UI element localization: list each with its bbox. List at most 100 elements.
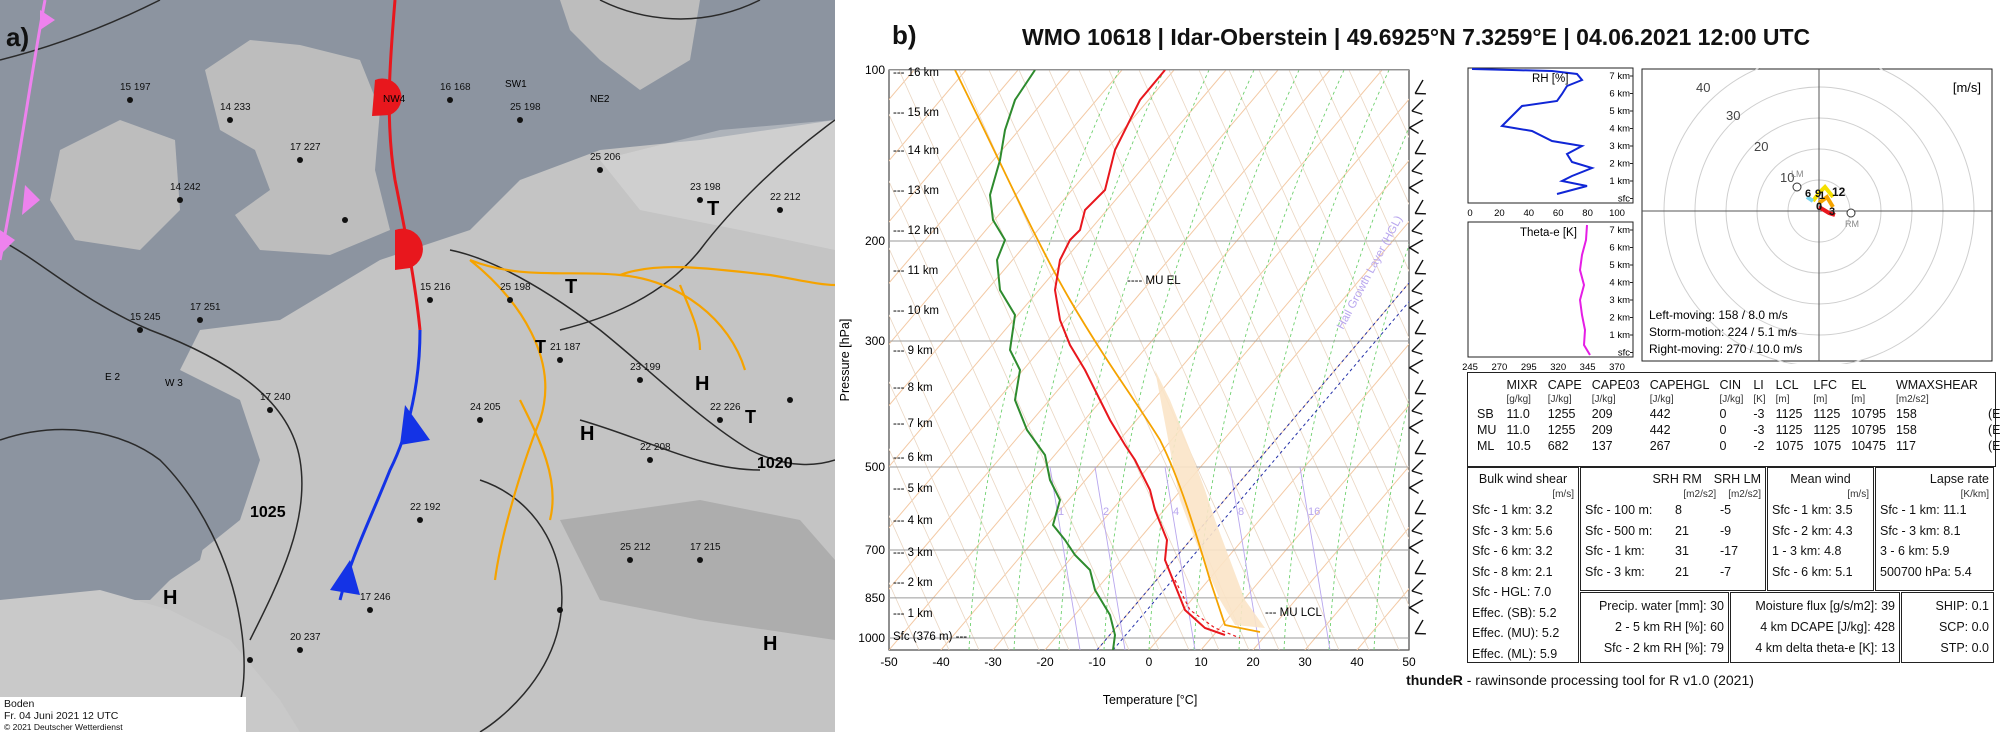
barb-shaft [1414, 139, 1424, 154]
bulk-shear-row: Effec. (MU): 5.2 [1472, 626, 1560, 640]
srh-lm-header: SRH LM [1713, 472, 1761, 486]
bay-of-biscay [0, 370, 220, 600]
virtual-temp-curve [1174, 579, 1241, 639]
station-numbers: 15 197 14 233 17 227 16 168 25 198 25 206 23 … [120, 82, 801, 643]
moisture-rows: Precip. water [mm]: 30 2 - 5 km RH [%]: 6… [1585, 596, 1724, 659]
legend-line: Fr. 04 Juni 2021 12 UTC [4, 709, 119, 722]
barb-flag [1409, 547, 1419, 555]
x-tick: 40 [1524, 208, 1535, 219]
barb-flag [1409, 187, 1419, 195]
srh-cell: 21 [1675, 564, 1689, 579]
dry-adiabat [1198, 70, 1409, 540]
barb-flag [1409, 307, 1419, 315]
table-cell: 1075 [1775, 439, 1804, 453]
occluded-front [0, 0, 47, 261]
theta-content: 7 km 6 km 5 km 4 km 3 km 2 km 1 km sfc 245 270 295… [1462, 224, 1633, 373]
barb-flag [1409, 247, 1419, 255]
lapse-rate-row: Sfc - 1 km: 11.1 [1880, 503, 1967, 517]
ring-label: 20 [1754, 139, 1768, 154]
table-cell: [J/kg] [1547, 394, 1572, 405]
svg-text:22 192: 22 192 [410, 502, 441, 513]
srh-cell: Sfc - 100 m: [1585, 503, 1653, 517]
srh-units: [m2/s2] [m2/s2] [1585, 489, 1761, 500]
table-cell: 1125 [1775, 423, 1803, 437]
svg-text:15 245: 15 245 [130, 312, 161, 323]
svg-text:17 251: 17 251 [190, 302, 221, 313]
wind-barb [1409, 179, 1424, 195]
barb-shaft [1414, 319, 1424, 334]
left-moving-text: Left-moving: 158 / 8.0 m/s [1649, 308, 1788, 322]
scandinavia [560, 0, 700, 90]
cold-front-symbol [330, 560, 360, 595]
barb-shaft [1409, 119, 1424, 129]
table-cell: [m] [1813, 394, 1828, 405]
srh-row: Sfc - 3 km: 21 -7 [1585, 562, 1761, 583]
table-cell: (E 259) [1987, 407, 2000, 421]
wind-barb [1414, 379, 1426, 395]
svg-text:17 246: 17 246 [360, 592, 391, 603]
table-cell: SB [1477, 407, 1494, 421]
hodo-label: LM [1791, 169, 1804, 179]
srh-cell: 8 [1675, 503, 1682, 517]
skewt-curves [954, 70, 1265, 650]
height-tick: sfc [1618, 194, 1630, 205]
isotherm [889, 70, 1279, 529]
moist-adiabat [1058, 70, 1210, 650]
pressure-tick: 300 [865, 334, 885, 348]
table-units-row: [g/kg] [J/kg] [J/kg] [J/kg] [J/kg] [K] [m] [m] [… [1472, 393, 2000, 406]
srh-rm-header: SRH RM [1652, 472, 1702, 486]
lapse-rate-box: Lapse rate [K/km] Sfc - 1 km: 11.1 Sfc - … [1875, 467, 1994, 591]
table-cell: [J/kg] [1591, 394, 1616, 405]
table-cell: 11.0 [1506, 407, 1530, 421]
lapse-rate-units: [K/km] [1960, 489, 1989, 500]
height-label: --- 4 km [893, 515, 933, 527]
hodo-label: 9 [1815, 188, 1821, 200]
great-britain [205, 40, 390, 255]
mixing-ratio-label: 4 [1173, 506, 1179, 518]
height-tick: 7 km [1609, 71, 1630, 82]
table-cell: [g/kg] [1506, 394, 1531, 405]
bulk-shear-row: Effec. (ML): 5.9 [1472, 646, 1558, 661]
height-tick: sfc [1618, 348, 1630, 359]
isotherm [940, 98, 1409, 650]
barb-shaft [1409, 599, 1424, 609]
table-cell: 1075 [1813, 439, 1842, 453]
temperature-tick: 30 [1298, 655, 1312, 669]
mixing-ratio-line [1164, 466, 1196, 650]
table-cell: CAPE [1547, 378, 1582, 392]
bulk-shear-units: [m/s] [1552, 489, 1574, 500]
temperature-tick: -40 [932, 655, 950, 669]
isotherm [1044, 220, 1409, 650]
mean-wind-row: Sfc - 6 km: 5.1 [1772, 564, 1853, 579]
moist-adiabat [1148, 70, 1300, 650]
moist-adiabat [1193, 70, 1345, 650]
table-row: ML 10.5 682 137 267 0 -2 1075 1075 10475 117 (E 220… [1472, 438, 2000, 454]
warm-front-symbol [395, 228, 423, 270]
height-label: --- 7 km [893, 418, 933, 430]
barb-flag [1415, 212, 1426, 215]
x-tick: 100 [1609, 208, 1625, 219]
sounding-title: WMO 10618 | Idar-Oberstein | 49.6925°N 7… [1022, 24, 1811, 50]
dry-adiabat [889, 113, 1130, 650]
svg-text:17 227: 17 227 [290, 142, 321, 153]
barb-shaft [1414, 199, 1424, 214]
temperature-tick: 10 [1194, 655, 1208, 669]
table-cell: 1125 [1813, 423, 1841, 437]
isobar-label: 1025 [250, 504, 286, 521]
table-cell: 10795 [1851, 407, 1886, 421]
table-cell: [J/kg] [1719, 394, 1744, 405]
table-row: SB 11.0 1255 209 442 0 -3 1125 1125 10795 158 (E 25… [1472, 406, 2000, 422]
wind-barb [1409, 479, 1424, 495]
height-label: --- 3 km [893, 547, 933, 559]
temperature-tick: 40 [1350, 655, 1364, 669]
table-cell: 158 [1895, 423, 1917, 437]
cold-front [338, 329, 422, 601]
lapse-rate-row: 500700 hPa: 5.4 [1880, 564, 1972, 579]
mixing-ratio-line [1094, 466, 1126, 650]
moist-adiabat [1103, 70, 1255, 650]
surface-label: Sfc (376 m) --- [893, 631, 967, 643]
srh-cell: -5 [1720, 503, 1732, 517]
mixing-ratio-label: 8 [1238, 506, 1244, 518]
height-tick: 5 km [1609, 260, 1630, 271]
table-cell: 267 [1649, 439, 1671, 453]
